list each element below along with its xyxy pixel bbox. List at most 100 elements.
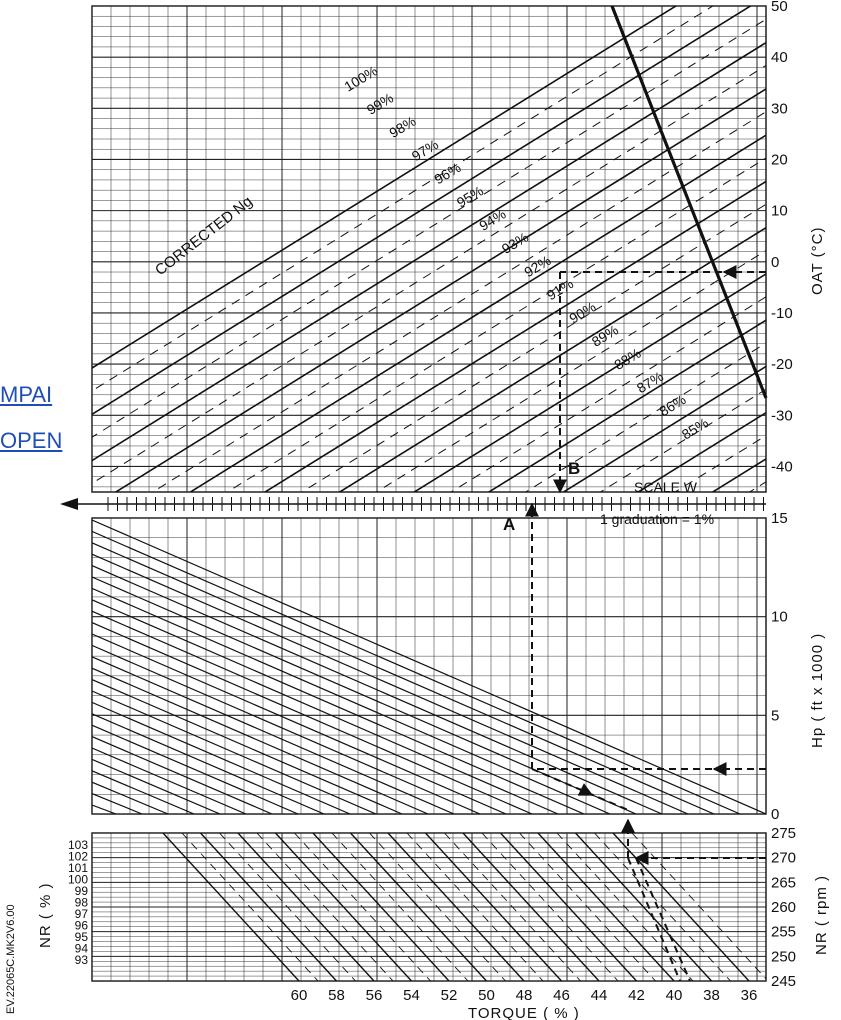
watermark-line-1: MPAI bbox=[0, 382, 53, 407]
nr-pct-tick-label: 100 bbox=[68, 873, 88, 887]
ng-curve-label: 93% bbox=[499, 229, 531, 257]
hp-curve bbox=[92, 542, 715, 814]
oat-tick-label: 30 bbox=[771, 100, 788, 117]
hp-curve bbox=[92, 713, 325, 814]
nr-rpm-tick-label: 250 bbox=[771, 948, 796, 965]
torque-half-curve bbox=[219, 833, 356, 981]
ng-curve bbox=[188, 134, 766, 492]
nr-pct-tick-label: 95 bbox=[75, 930, 89, 944]
ng-curve bbox=[561, 365, 766, 492]
hp-curve bbox=[92, 565, 663, 814]
oat-axis-title: OAT (°C) bbox=[809, 227, 826, 295]
nr-rpm-tick-label: 255 bbox=[771, 924, 796, 941]
hp-curve bbox=[92, 781, 169, 814]
nr-pct-axis-title: NR ( % ) bbox=[37, 883, 54, 949]
nr-pct-tick-label: 97 bbox=[75, 907, 89, 921]
torque-curve bbox=[462, 833, 600, 981]
oat-tick-label: 20 bbox=[771, 151, 788, 168]
torque-half-curve bbox=[594, 833, 731, 981]
ng-curve bbox=[92, 6, 753, 416]
nr-pct-tick-label: 94 bbox=[75, 942, 89, 956]
torque-tick-label: 52 bbox=[441, 987, 458, 1004]
nr-rpm-tick-label: 265 bbox=[771, 874, 796, 891]
ng-curve bbox=[64, 41, 841, 1020]
ng-curve-label: 99% bbox=[364, 90, 396, 118]
nr-rpm-axis-title: NR ( rpm ) bbox=[813, 875, 830, 955]
torque-half-curve bbox=[481, 833, 619, 981]
hp-tick-label: 15 bbox=[771, 510, 788, 527]
nr-pct-tick-label: 96 bbox=[75, 919, 89, 933]
doc-reference: EV.22065C.MK2V6.00 bbox=[5, 904, 17, 1014]
torque-curve bbox=[312, 833, 450, 981]
torque-half-curve bbox=[181, 833, 319, 981]
ng-curve-label: 98% bbox=[386, 113, 418, 141]
torque-tick-label: 46 bbox=[553, 987, 570, 1004]
hp-curve bbox=[92, 633, 507, 814]
ng-curve bbox=[487, 319, 766, 492]
hp-tick-label: 10 bbox=[771, 609, 788, 626]
hp-curve bbox=[92, 656, 455, 814]
nr-rpm-tick-label: 260 bbox=[771, 899, 796, 916]
ng-curve bbox=[92, 6, 678, 369]
ng-curve bbox=[338, 226, 766, 492]
corrected-ng-label: CORRECTED Ng bbox=[152, 193, 256, 279]
oat-tick-label: 10 bbox=[771, 203, 788, 220]
marker-a: A bbox=[503, 515, 515, 534]
ng-curve bbox=[92, 41, 766, 462]
ng-half-curve bbox=[375, 249, 766, 492]
ng-curve bbox=[711, 458, 766, 492]
ng-half-curve bbox=[301, 203, 766, 492]
torque-half-curve bbox=[256, 833, 394, 981]
nr-rpm-tick-label: 270 bbox=[771, 850, 796, 867]
ng-curve-label: 94% bbox=[476, 206, 508, 234]
torque-curve bbox=[387, 833, 525, 981]
torque-half-curve bbox=[519, 833, 656, 981]
hp-curve bbox=[92, 804, 117, 814]
torque-tick-label: 40 bbox=[666, 987, 683, 1004]
hp-curve bbox=[92, 724, 299, 814]
torque-axis-title: TORQUE ( % ) bbox=[468, 1005, 580, 1020]
scale-w-label: SCALE W bbox=[634, 479, 698, 495]
torque-tick-label: 36 bbox=[741, 987, 758, 1004]
ng-curve-label: 85% bbox=[679, 414, 711, 442]
torque-tick-label: 60 bbox=[291, 987, 308, 1004]
oat-tick-label: 40 bbox=[771, 49, 788, 66]
oat-tick-label: 0 bbox=[771, 254, 779, 271]
hp-curve bbox=[92, 736, 273, 814]
torque-half-curve bbox=[294, 833, 431, 981]
ng-curve bbox=[636, 411, 766, 492]
hp-axis-title: Hp ( ft x 1000 ) bbox=[809, 633, 826, 748]
hp-curve bbox=[92, 644, 481, 814]
torque-curve bbox=[537, 833, 675, 981]
oat-tick-label: -30 bbox=[771, 407, 793, 424]
torque-tick-label: 56 bbox=[366, 987, 383, 1004]
nr-pct-tick-label: 99 bbox=[75, 884, 89, 898]
oat-tick-label: -20 bbox=[771, 356, 793, 373]
ng-half-curve bbox=[226, 157, 766, 492]
torque-tick-label: 58 bbox=[328, 987, 345, 1004]
torque-curve bbox=[499, 833, 638, 981]
graduation-note: 1 graduation = 1% bbox=[600, 511, 714, 527]
hp-curve bbox=[92, 519, 766, 814]
torque-curve bbox=[237, 833, 375, 981]
scale-w-axis bbox=[60, 497, 766, 511]
nr-pct-tick-label: 101 bbox=[68, 861, 88, 875]
torque-curve bbox=[349, 833, 488, 981]
torque-tick-label: 50 bbox=[478, 987, 495, 1004]
oat-tick-label: 50 bbox=[771, 0, 788, 15]
torque-curve bbox=[162, 833, 300, 981]
ng-curve-label: 96% bbox=[431, 159, 463, 187]
nr-pct-tick-label: 93 bbox=[75, 953, 89, 967]
torque-half-curve bbox=[444, 833, 581, 981]
example-path bbox=[525, 265, 766, 982]
torque-tick-label: 44 bbox=[591, 987, 608, 1004]
ng-curve-label: 88% bbox=[611, 345, 643, 373]
hp-curve bbox=[92, 553, 689, 814]
hp-curve bbox=[92, 747, 247, 814]
nr-pct-tick-label: 98 bbox=[75, 896, 89, 910]
nr-rpm-tick-label: 245 bbox=[771, 973, 796, 990]
torque-curve bbox=[574, 833, 713, 981]
hp-curve bbox=[92, 793, 143, 814]
marker-b: B bbox=[568, 459, 580, 478]
